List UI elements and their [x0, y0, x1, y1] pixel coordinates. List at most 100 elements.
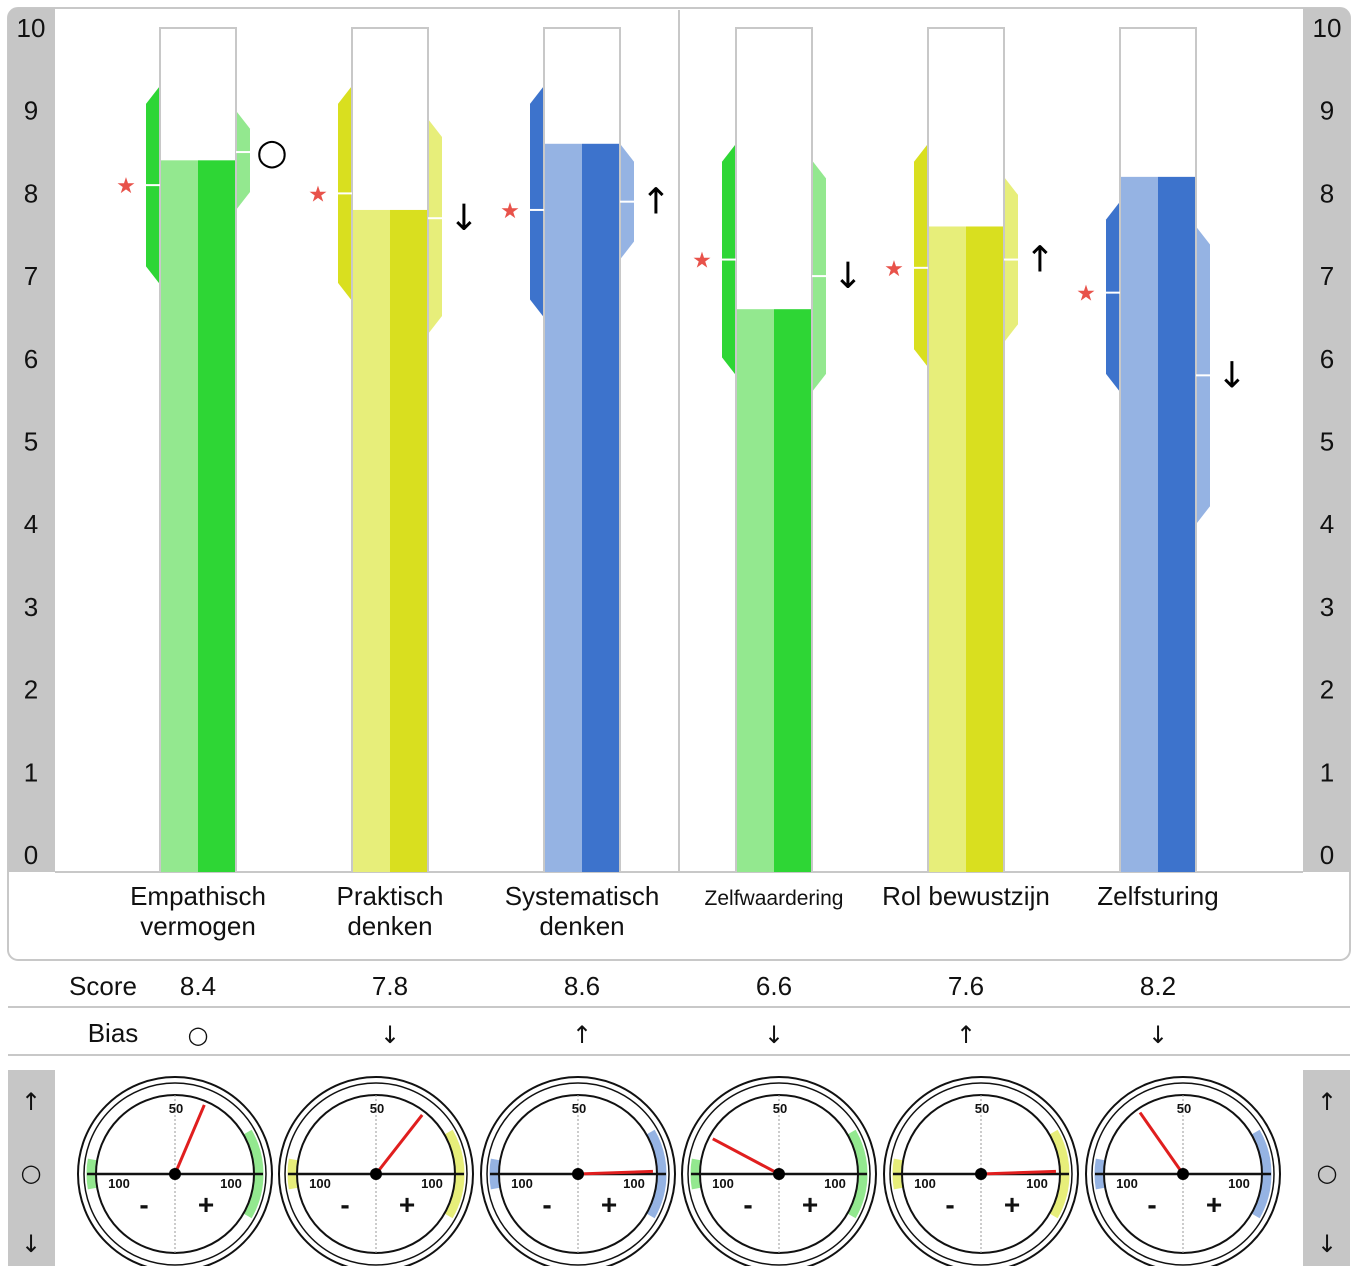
y-tick-left: 10	[17, 13, 46, 43]
bias-value: ↑	[956, 1021, 976, 1049]
gauge-needle	[173, 1104, 206, 1175]
gauge-pivot	[1177, 1168, 1189, 1180]
legend-symbol: ○	[21, 1159, 42, 1187]
star-icon: ★	[692, 249, 712, 274]
gauge-left-label: 100	[309, 1176, 331, 1191]
gauge-left-label: 100	[914, 1176, 936, 1191]
gauge-pivot	[169, 1168, 181, 1180]
bias-value: ↑	[572, 1021, 592, 1049]
category-label: vermogen	[140, 911, 256, 941]
range-band-left	[1106, 201, 1120, 392]
star-icon: ★	[500, 199, 520, 224]
gauge-pivot	[572, 1168, 584, 1180]
y-axis-left-panel	[8, 8, 55, 872]
star-icon: ★	[308, 182, 328, 207]
bias-indicator: ○	[256, 132, 287, 173]
gauge-right-label: 100	[1026, 1176, 1048, 1191]
bar-fill-light	[929, 226, 966, 873]
category-label: Empathisch	[130, 881, 266, 911]
range-band-left	[530, 85, 544, 318]
gauge-right-label: 100	[1228, 1176, 1250, 1191]
gauge-needle	[577, 1169, 654, 1176]
y-tick-left: 6	[24, 344, 38, 374]
bias-indicator: ↑	[1025, 240, 1055, 281]
gauge-top-label: 50	[370, 1101, 384, 1116]
bar-group: ★↓	[308, 27, 479, 873]
gauge-left-label: 100	[108, 1176, 130, 1191]
bias-value: ○	[188, 1021, 209, 1049]
gauge-plus: +	[1206, 1189, 1222, 1220]
y-tick-right: 2	[1320, 675, 1334, 705]
bar-fill	[390, 209, 427, 872]
category-label: Praktisch	[337, 881, 444, 911]
gauge-needle	[980, 1169, 1057, 1176]
star-icon: ★	[884, 257, 904, 282]
y-tick-right: 6	[1320, 344, 1334, 374]
score-value: 7.8	[372, 971, 408, 1001]
y-tick-right: 10	[1313, 13, 1342, 43]
gauge-top-label: 50	[975, 1101, 989, 1116]
bar-fill	[582, 143, 619, 872]
gauge-needle	[712, 1137, 780, 1176]
score-value: 8.6	[564, 971, 600, 1001]
gauge-ring	[83, 1082, 267, 1266]
gauge-plus: +	[198, 1189, 214, 1220]
bar-fill-light	[1121, 176, 1158, 873]
gauge-right-label: 100	[421, 1176, 443, 1191]
category-label: denken	[539, 911, 624, 941]
bar-fill-light	[545, 143, 582, 872]
bar-group: ★○	[116, 27, 288, 873]
legend-symbol: ↓	[1317, 1230, 1337, 1258]
legend-symbol: ↓	[21, 1230, 41, 1258]
y-tick-left: 1	[24, 757, 38, 787]
bar-fill-light	[737, 309, 774, 872]
y-tick-left: 4	[24, 509, 38, 539]
gauge-right-label: 100	[824, 1176, 846, 1191]
gauge-minus: -	[340, 1189, 349, 1220]
bar-fill	[774, 309, 811, 872]
bias-indicator: ↓	[1217, 355, 1247, 396]
gauge-right-label: 100	[220, 1176, 242, 1191]
bar-group: ★ ↑	[500, 27, 671, 873]
y-tick-right: 7	[1320, 261, 1334, 291]
gauge-left-label: 100	[511, 1176, 533, 1191]
gauge-needle	[1138, 1111, 1185, 1175]
legend-symbol: ○	[1317, 1159, 1338, 1187]
gauge-minus: -	[542, 1189, 551, 1220]
gauge-needle	[374, 1113, 424, 1175]
gauge-left-label: 100	[1116, 1176, 1138, 1191]
category-label: Systematisch	[505, 881, 660, 911]
gauge-top-label: 50	[773, 1101, 787, 1116]
gauge-plus: +	[399, 1189, 415, 1220]
gauge-ring	[1091, 1082, 1275, 1266]
gauge-right-label: 100	[623, 1176, 645, 1191]
gauge-minus: -	[945, 1189, 954, 1220]
bar-fill	[966, 226, 1003, 873]
category-label: Zelfsturing	[1097, 881, 1218, 911]
bar-group: ★ ↑	[884, 27, 1055, 873]
gauge-plus: +	[802, 1189, 818, 1220]
gauge-pivot	[370, 1168, 382, 1180]
gauge-minus: -	[743, 1189, 752, 1220]
y-tick-right: 3	[1320, 592, 1334, 622]
y-tick-left: 0	[24, 840, 38, 870]
gauge-plus: +	[601, 1189, 617, 1220]
gauge-ring	[284, 1082, 468, 1266]
star-icon: ★	[116, 174, 136, 199]
bar-fill	[198, 160, 235, 872]
gauge-plus: +	[1004, 1189, 1020, 1220]
gauge-left-label: 100	[712, 1176, 734, 1191]
category-label: Zelfwaardering	[705, 887, 844, 910]
y-tick-left: 2	[24, 675, 38, 705]
gauge-pivot	[773, 1168, 785, 1180]
bias-value: ↓	[380, 1021, 400, 1049]
y-tick-left: 9	[24, 96, 38, 126]
legend-symbol: ↑	[21, 1088, 41, 1116]
bar-fill-light	[161, 160, 198, 872]
gauge-minus: -	[139, 1189, 148, 1220]
